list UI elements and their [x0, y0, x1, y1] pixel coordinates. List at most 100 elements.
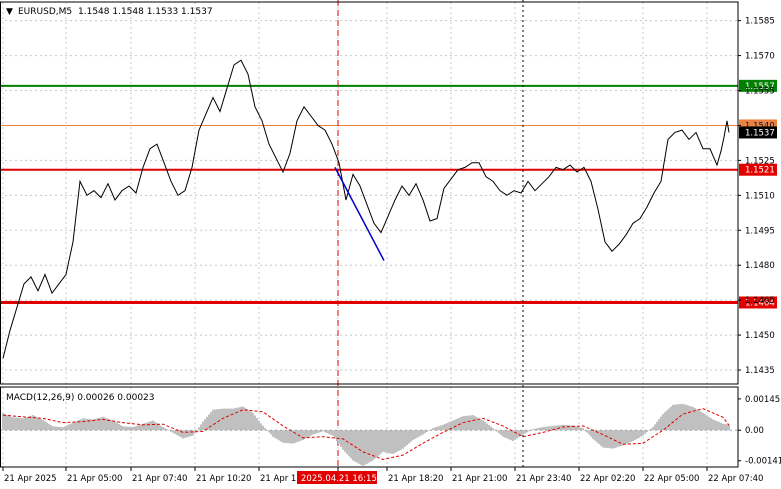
macd-bar	[460, 417, 462, 431]
macd-bar	[578, 427, 580, 431]
macd-bar	[554, 425, 556, 431]
macd-bar	[2, 413, 4, 431]
macd-bar	[222, 408, 224, 431]
macd-bar	[516, 430, 518, 439]
time-label: 22 Apr 02:20	[580, 474, 635, 484]
macd-bar	[638, 430, 640, 438]
macd-bar	[322, 430, 324, 432]
macd-bar	[646, 430, 648, 433]
macd-bar	[138, 425, 140, 431]
macd-bar	[696, 409, 698, 431]
macd-bar	[450, 421, 452, 431]
macd-bar	[302, 430, 304, 440]
macd-bar	[644, 430, 646, 434]
macd-bar	[240, 406, 242, 431]
macd-bar	[72, 422, 74, 431]
macd-bar	[172, 430, 174, 433]
macd-bar	[160, 425, 162, 431]
macd-bar	[286, 430, 288, 444]
macd-bar	[144, 423, 146, 431]
time-label: 22 Apr 05:00	[644, 474, 699, 484]
macd-bar	[408, 430, 410, 444]
macd-bar	[280, 430, 282, 442]
macd-bar	[104, 417, 106, 431]
macd-bar	[52, 426, 54, 431]
macd-bar	[556, 425, 558, 431]
macd-bar	[326, 430, 328, 434]
macd-bar	[482, 420, 484, 431]
macd-bar	[282, 430, 284, 443]
macd-bar	[102, 416, 104, 431]
macd-bar	[106, 418, 108, 431]
macd-bar	[506, 430, 508, 439]
price-tick-label: 1.1525	[745, 156, 775, 166]
macd-bar	[532, 429, 534, 431]
macd-bar	[728, 424, 730, 431]
macd-bar	[478, 418, 480, 431]
header-symbol: EURUSD,M5	[18, 7, 72, 17]
macd-bar	[570, 425, 572, 431]
macd-bar	[418, 430, 420, 437]
macd-bar	[470, 415, 472, 431]
macd-bar	[26, 417, 28, 431]
macd-bar	[640, 430, 642, 437]
macd-bar	[248, 410, 250, 431]
macd-bar	[186, 430, 188, 438]
header-ohlc: 1.1548 1.1548 1.1533 1.1537	[78, 7, 213, 17]
macd-bar	[122, 426, 124, 431]
axes: 1.15851.15701.15551.15401.15251.15101.14…	[2, 17, 781, 484]
macd-tick-label: 0.00	[745, 426, 764, 436]
macd-bar	[82, 418, 84, 431]
macd-bar	[244, 407, 246, 431]
macd-bar	[140, 424, 142, 431]
macd-bar	[296, 430, 298, 443]
macd-bar	[304, 430, 306, 439]
macd-bar	[168, 430, 170, 431]
macd-bar	[544, 426, 546, 431]
macd-bar	[502, 430, 504, 437]
macd-bar	[80, 419, 82, 431]
macd-bar	[352, 430, 354, 461]
macd-bar	[342, 430, 344, 450]
cursor-time-label: 2025.04.21 16:15	[301, 474, 377, 484]
price-tick-label: 1.1480	[745, 261, 775, 271]
macd-bar	[316, 430, 318, 434]
macd-bar	[8, 415, 10, 431]
time-label: 21 Apr 23:40	[516, 474, 571, 484]
macd-bar	[382, 430, 384, 452]
macd-bar	[398, 430, 400, 451]
macd-bar	[680, 404, 682, 431]
macd-bar	[692, 406, 694, 431]
macd-signal-line	[2, 408, 730, 460]
macd-bar	[654, 424, 656, 431]
time-separators	[337, 0, 524, 467]
macd-bar	[708, 416, 710, 431]
macd-bar	[694, 408, 696, 431]
macd-bar	[38, 418, 40, 431]
macd-bar	[698, 410, 700, 431]
macd-bar	[574, 426, 576, 431]
macd-bar	[568, 425, 570, 431]
macd-bar	[156, 423, 158, 431]
trend-line[interactable]	[334, 167, 385, 261]
macd-bar	[582, 428, 584, 431]
macd-bar	[452, 420, 454, 431]
macd-bar	[546, 426, 548, 431]
macd-bar	[368, 430, 370, 463]
time-label: 22 Apr 07:40	[708, 474, 763, 484]
macd-bar	[164, 428, 166, 431]
macd-bar	[642, 430, 644, 436]
macd-bar	[116, 422, 118, 431]
macd-bar	[294, 430, 296, 443]
macd-bar	[158, 424, 160, 431]
macd-bar	[488, 425, 490, 431]
macd-bar	[512, 430, 514, 442]
level-tag	[739, 79, 777, 92]
macd-bar	[426, 430, 428, 432]
macd-bar	[118, 424, 120, 431]
macd-bar	[716, 421, 718, 431]
header-marker[interactable]: ▼	[6, 7, 13, 17]
